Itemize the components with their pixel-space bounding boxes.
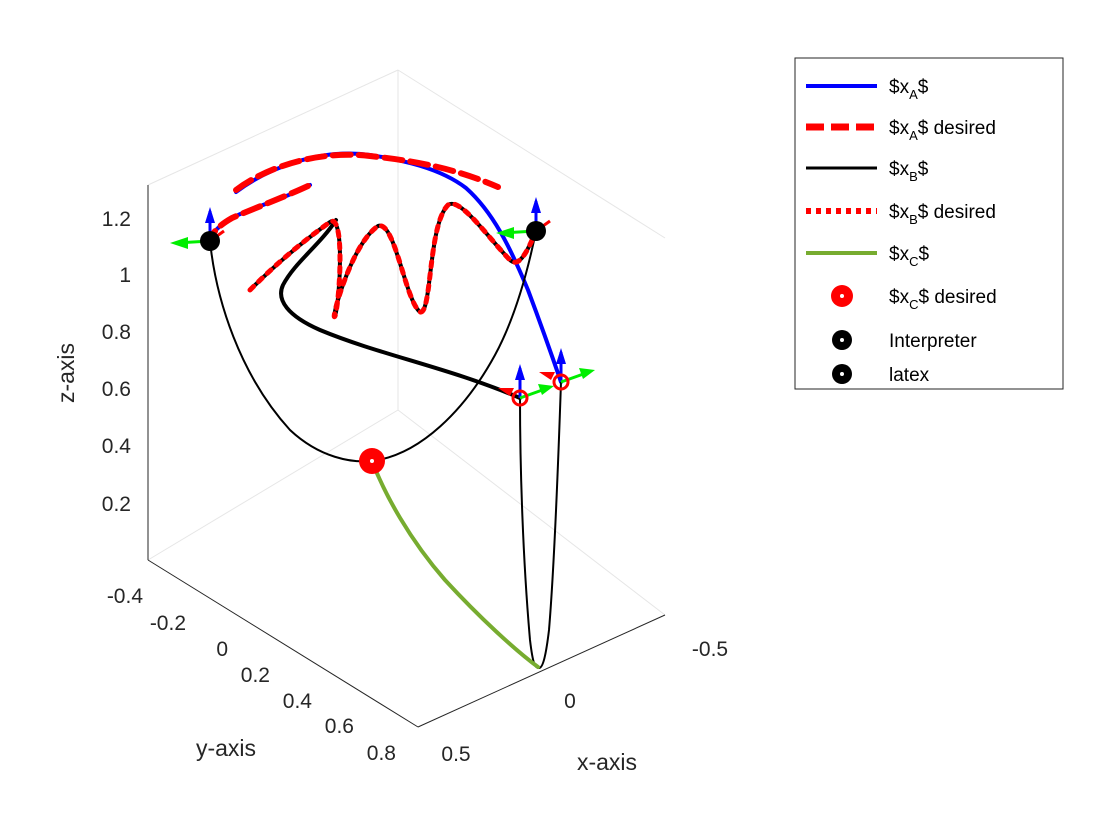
xA-desired-curve <box>207 151 501 244</box>
x-axis-label: x-axis <box>577 749 637 775</box>
legend-swatch-center <box>840 338 844 342</box>
legend-entry: Interpreter <box>832 330 977 352</box>
y-tick-label: 0.2 <box>241 664 270 687</box>
legend-label: Interpreter <box>889 331 977 352</box>
axes-box <box>147 185 666 728</box>
legend-label: $xB$ <box>889 159 929 184</box>
legend-entry: $xA$ <box>806 77 929 102</box>
xB-desired-curve <box>247 201 539 319</box>
frame-z-arrowhead <box>515 364 525 380</box>
legend-label: $xC$ <box>889 244 929 269</box>
legend-label: $xB$ desired <box>889 202 996 227</box>
legend-entry: $xA$ desired <box>806 118 996 143</box>
z-tick-label: 1.2 <box>102 208 131 231</box>
y-tick-label: 0 <box>216 638 228 661</box>
frame-bottom-1 <box>498 364 554 400</box>
legend-swatch-center <box>840 294 844 298</box>
legend-label: latex <box>889 365 930 386</box>
y-tick-labels: -0.4 -0.2 0 0.2 0.4 0.6 0.8 <box>107 585 396 765</box>
y-tick-label: -0.4 <box>107 585 144 608</box>
frame-z-arrowhead <box>205 207 215 223</box>
y-tick-label: 0.6 <box>325 715 354 738</box>
x-tick-label: 0 <box>564 690 576 713</box>
y-tick-label: -0.2 <box>150 612 186 635</box>
frame-x-arrowhead <box>498 388 514 396</box>
y-tick-label: 0.8 <box>367 742 396 765</box>
x-tick-label: -0.5 <box>692 638 728 661</box>
xB-endpoint-marker <box>526 221 546 241</box>
z-tick-label: 1 <box>119 264 131 287</box>
frame-z-arrowhead <box>556 348 566 364</box>
z-tick-labels: 0.2 0.4 0.6 0.8 1 1.2 <box>102 208 132 516</box>
frame-x-arrowhead <box>539 372 555 380</box>
plot-markers <box>170 197 595 474</box>
xB-curve <box>248 201 538 400</box>
desired-ring-marker <box>552 373 570 391</box>
z-tick-label: 0.2 <box>102 493 131 516</box>
z-tick-label: 0.6 <box>102 378 131 401</box>
legend-label: $xA$ desired <box>889 118 996 143</box>
legend-entry: $xC$ desired <box>831 285 997 312</box>
xB-curve <box>519 381 562 669</box>
frame-y-arrowhead <box>579 368 595 379</box>
legend-label: $xC$ desired <box>889 287 997 312</box>
z-tick-label: 0.8 <box>102 321 131 344</box>
legend-entry: $xB$ desired <box>806 202 996 227</box>
y-tick-label: 0.4 <box>283 690 313 713</box>
frame-bottom-2 <box>539 348 595 384</box>
legend-entry: $xB$ <box>806 159 929 184</box>
frame-y-arrowhead <box>538 384 554 395</box>
xB-endpoint-marker <box>200 231 220 251</box>
legend-label: $xA$ <box>889 77 929 102</box>
legend-swatch-center <box>840 372 844 376</box>
legend-entry: $xC$ <box>806 244 929 269</box>
y-axis-label: y-axis <box>196 735 256 761</box>
z-axis-label: z-axis <box>53 343 79 403</box>
legend: $xA$ $xA$ desired $xB$ $xB$ desired $xC$ $xC$… <box>794 57 1064 390</box>
z-tick-label: 0.4 <box>102 435 132 458</box>
desired-ring-marker <box>511 389 529 407</box>
x-tick-labels: 0.5 0 -0.5 <box>441 638 728 766</box>
frame-y-arrowhead <box>170 237 188 249</box>
axes-grid <box>147 69 666 616</box>
xB-curve <box>209 230 537 463</box>
xC-curve <box>370 459 540 669</box>
frame-y-arrowhead <box>496 227 514 239</box>
xC-desired-marker-center <box>370 459 374 463</box>
x-tick-label: 0.5 <box>441 743 470 766</box>
legend-entry: latex <box>832 364 930 386</box>
frame-z-arrowhead <box>531 197 541 213</box>
legend-box <box>794 57 1064 390</box>
